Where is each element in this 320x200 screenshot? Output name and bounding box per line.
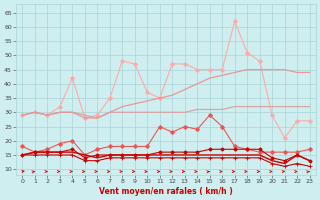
X-axis label: Vent moyen/en rafales ( km/h ): Vent moyen/en rafales ( km/h ) [99,187,233,196]
